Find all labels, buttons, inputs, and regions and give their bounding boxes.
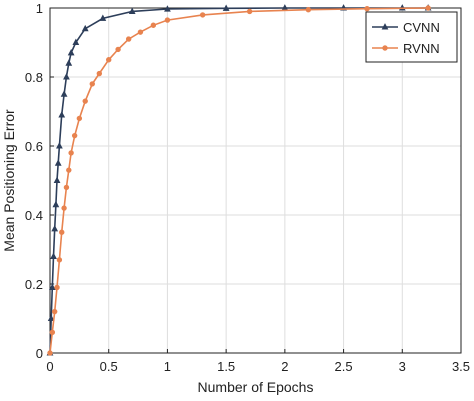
legend-box [365,11,458,63]
x-tick-label: 0 [46,359,53,374]
legend-label: CVNN [403,20,440,35]
data-point-circle [59,229,65,235]
data-point-triangle [222,4,230,11]
data-point-triangle [67,49,75,56]
data-point-circle [49,329,56,335]
data-point-circle [76,115,83,122]
data-point-circle [246,8,253,15]
data-point-circle [382,45,388,51]
x-tick-label: 3 [399,359,406,374]
y-tick-label: 1 [36,1,43,16]
legend-item-rvnn: RVNN [372,41,440,56]
x-tick-label: 1 [164,359,171,374]
y-tick-label: 0.4 [25,208,43,223]
x-axis-title: Number of Epochs [198,379,314,395]
data-point-circle [96,70,103,77]
data-point-triangle [58,111,66,118]
x-axis: 0 0.5 1 1.5 2 2.5 3 3.5 [46,349,470,374]
x-tick-label: 3.5 [452,359,470,374]
data-point-triangle [81,24,89,32]
legend: CVNN RVNN [365,11,458,63]
data-point-triangle [52,200,60,208]
data-point-circle [68,150,74,156]
data-point-triangle [164,5,171,12]
data-point-circle [106,57,112,63]
data-point-circle [47,350,53,356]
y-axis: 0 0.2 0.4 0.6 0.8 1 [25,1,54,361]
data-point-circle [425,5,431,11]
data-point-circle [115,46,121,53]
series-line [49,7,429,354]
data-point-circle [199,12,206,18]
data-point-triangle [47,314,55,322]
x-tick-label: 1.5 [217,359,235,374]
data-point-triangle [48,283,56,290]
y-tick-label: 0 [36,346,43,361]
data-point-circle [63,184,70,191]
x-tick-label: 0.5 [100,359,118,374]
data-point-circle [54,284,60,291]
series-line [49,7,429,354]
data-point-triangle [51,224,59,232]
data-point-circle [364,5,370,12]
data-point-circle [125,36,132,42]
data-point-circle [56,257,63,263]
legend-item-cvnn: CVNN [372,20,440,35]
y-axis-title: Mean Positioning Error [1,109,17,252]
data-point-triangle [50,252,57,259]
data-point-triangle [56,142,63,149]
data-point-circle [51,308,58,315]
data-point-circle [137,29,144,35]
data-point-triangle [128,7,136,14]
data-point-triangle [72,38,80,46]
y-tick-label: 0.8 [25,70,43,85]
data-point-circle [305,7,312,13]
data-point-triangle [65,59,73,66]
series-rvnn [47,5,431,356]
y-tick-label: 0.2 [25,277,43,292]
data-point-circle [82,98,88,104]
y-tick-label: 0.6 [25,139,43,154]
series-layer [46,4,432,356]
data-point-circle [61,205,67,211]
data-point-triangle [99,14,107,21]
legend-label: RVNN [403,41,440,56]
x-tick-label: 2 [281,359,288,374]
data-point-triangle [63,73,70,80]
data-point-circle [89,81,95,87]
x-tick-label: 2.5 [335,359,353,374]
data-point-triangle [381,23,389,30]
data-point-circle [164,17,171,23]
data-point-circle [66,167,72,173]
data-point-triangle [60,90,68,97]
data-point-triangle [54,159,62,166]
data-point-triangle [53,176,61,184]
data-point-circle [150,22,157,28]
data-point-circle [71,132,78,139]
